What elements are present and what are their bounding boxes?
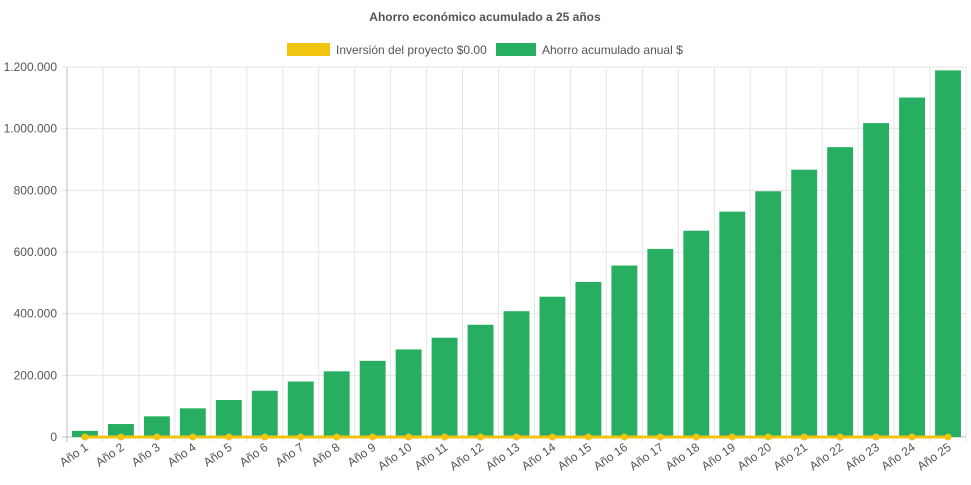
x-tick-label: Año 20 (735, 440, 774, 473)
x-tick-label: Año 8 (309, 440, 343, 470)
x-tick-label: Año 5 (201, 440, 235, 470)
x-tick-label: Año 14 (519, 440, 558, 473)
y-tick-label: 400.000 (14, 307, 58, 321)
x-tick-label: Año 2 (93, 440, 127, 470)
savings-bar[interactable] (611, 265, 638, 437)
x-tick-label: Año 18 (663, 440, 702, 473)
savings-bar[interactable] (827, 147, 854, 437)
x-tick-label: Año 6 (237, 440, 271, 470)
x-tick-label: Año 16 (591, 440, 630, 473)
savings-bar[interactable] (143, 416, 170, 437)
x-tick-label: Año 24 (879, 440, 918, 473)
legend: Inversión del proyecto $0.00 Ahorro acum… (287, 43, 683, 57)
x-tick-label: Año 21 (771, 440, 810, 473)
investment-point[interactable] (81, 433, 89, 441)
investment-point[interactable] (764, 433, 772, 441)
investment-point[interactable] (369, 433, 377, 441)
x-tick-label: Año 12 (447, 440, 486, 473)
x-tick-label: Año 22 (807, 440, 846, 473)
y-tick-label: 1.000.000 (4, 122, 58, 136)
legend-label-savings: Ahorro acumulado anual $ (542, 43, 683, 57)
savings-bar[interactable] (251, 390, 278, 437)
investment-point[interactable] (620, 433, 628, 441)
investment-line (81, 433, 952, 441)
savings-bar[interactable] (503, 311, 530, 437)
investment-point[interactable] (153, 433, 161, 441)
savings-bar[interactable] (683, 230, 710, 437)
investment-point[interactable] (800, 433, 808, 441)
savings-bar[interactable] (179, 408, 206, 437)
y-tick-label: 0 (50, 430, 57, 444)
y-tick-label: 600.000 (14, 245, 58, 259)
savings-bar[interactable] (395, 349, 422, 437)
y-tick-label: 1.200.000 (4, 60, 58, 74)
investment-point[interactable] (117, 433, 125, 441)
savings-bar[interactable] (791, 169, 818, 438)
investment-point[interactable] (836, 433, 844, 441)
savings-bar[interactable] (323, 371, 350, 437)
investment-point[interactable] (584, 433, 592, 441)
savings-bar[interactable] (935, 70, 961, 438)
x-tick-label: Año 7 (273, 440, 307, 470)
savings-bar[interactable] (863, 123, 890, 437)
investment-point[interactable] (189, 433, 197, 441)
x-tick-label: Año 17 (627, 440, 666, 473)
investment-point[interactable] (513, 433, 520, 441)
investment-point[interactable] (872, 433, 880, 441)
y-axis-ticks: 0 200.000 400.000 600.000 800.000 1.000.000 1.… (4, 60, 58, 444)
x-tick-label: Año 11 (412, 440, 451, 473)
investment-point[interactable] (261, 433, 269, 441)
investment-point[interactable] (692, 433, 700, 441)
x-tick-label: Año 9 (345, 440, 379, 470)
savings-bar[interactable] (539, 296, 566, 437)
legend-swatch-savings (496, 43, 536, 56)
savings-bars (72, 70, 961, 438)
grid (62, 66, 967, 442)
investment-point[interactable] (548, 433, 556, 441)
investment-point[interactable] (297, 433, 305, 441)
x-tick-label: Año 1 (57, 440, 91, 470)
savings-bar[interactable] (719, 211, 746, 437)
savings-bar[interactable] (359, 360, 386, 437)
y-tick-label: 200.000 (14, 368, 58, 382)
y-tick-label: 800.000 (14, 183, 58, 197)
legend-label-investment: Inversión del proyecto $0.00 (336, 43, 487, 57)
investment-point[interactable] (225, 433, 233, 441)
x-tick-label: Año 23 (843, 440, 882, 473)
savings-bar[interactable] (431, 337, 458, 437)
x-tick-label: Año 3 (129, 440, 163, 470)
investment-point[interactable] (728, 433, 736, 441)
investment-point[interactable] (441, 433, 449, 441)
x-tick-label: Año 10 (375, 440, 414, 473)
savings-bar[interactable] (755, 191, 782, 437)
x-tick-label: Año 15 (555, 440, 594, 473)
chart-title: Ahorro económico acumulado a 25 años (369, 10, 601, 24)
savings-bar[interactable] (575, 281, 602, 437)
investment-point[interactable] (333, 433, 341, 441)
savings-bar[interactable] (215, 400, 242, 437)
savings-bar[interactable] (647, 248, 674, 437)
x-tick-label: Año 19 (699, 440, 738, 473)
x-axis-ticks: Año 1 Año 2 Año 3 Año 4 Año 5 Año 6 Año 7 Año 8… (57, 440, 954, 473)
investment-point[interactable] (477, 433, 485, 441)
savings-bar[interactable] (899, 97, 926, 438)
investment-point[interactable] (944, 433, 952, 441)
x-tick-label: Año 25 (915, 440, 954, 473)
investment-point[interactable] (405, 433, 413, 441)
legend-item-savings[interactable]: Ahorro acumulado anual $ (496, 43, 683, 57)
legend-swatch-investment (287, 43, 330, 56)
legend-item-investment[interactable]: Inversión del proyecto $0.00 (287, 43, 487, 57)
x-tick-label: Año 4 (165, 440, 199, 470)
savings-bar[interactable] (467, 324, 494, 437)
savings-bar[interactable] (107, 424, 134, 437)
x-tick-label: Año 13 (483, 440, 522, 473)
savings-bar[interactable] (287, 381, 314, 438)
investment-point[interactable] (656, 433, 664, 441)
investment-point[interactable] (908, 433, 916, 441)
